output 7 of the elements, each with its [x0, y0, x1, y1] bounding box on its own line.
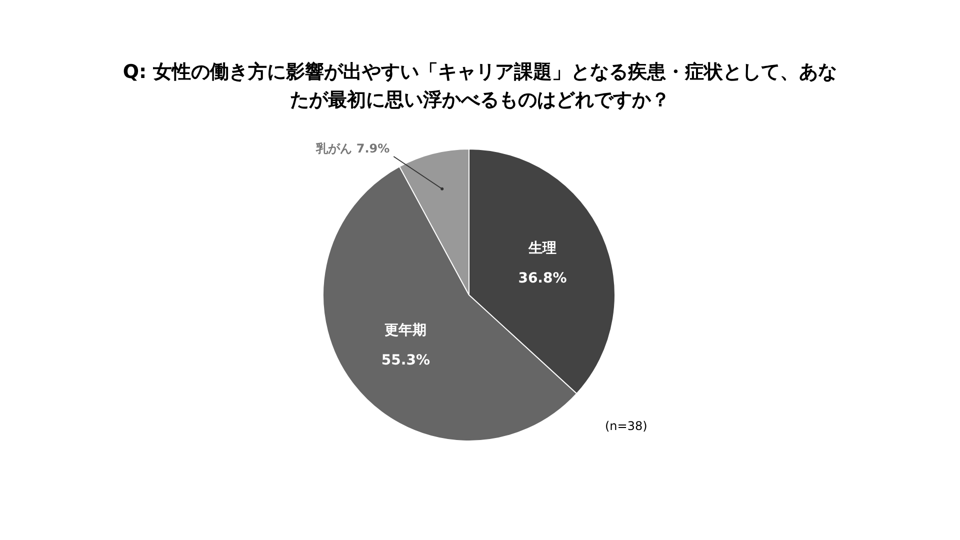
data-label: 55.3% [381, 352, 430, 368]
data-label: 36.8% [518, 270, 567, 287]
text: (n=38) [605, 419, 648, 433]
slice-label: 生理 [527, 240, 556, 257]
slice-label: 乳がん 7.9% [315, 141, 390, 156]
slice-label: 更年期 [384, 322, 427, 338]
title: Q: 女性の働き方に影響が出やすい「キャリア課題」となる疾患・症状として、あなたが最初に思い浮かべるものはどれですか？ [122, 60, 838, 113]
